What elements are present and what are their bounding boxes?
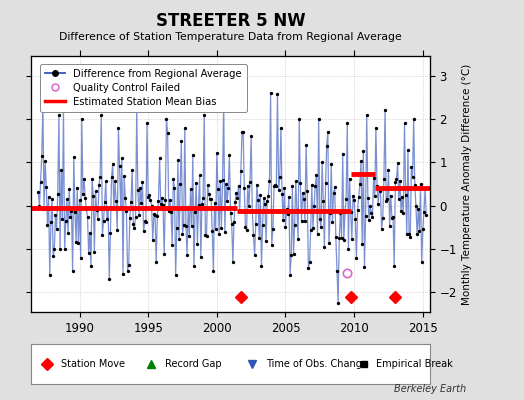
- Text: Empirical Break: Empirical Break: [376, 359, 453, 369]
- Text: Record Gap: Record Gap: [165, 359, 222, 369]
- Legend: Difference from Regional Average, Quality Control Failed, Estimated Station Mean: Difference from Regional Average, Qualit…: [40, 64, 247, 112]
- Text: Berkeley Earth: Berkeley Earth: [394, 384, 466, 394]
- Text: Station Move: Station Move: [61, 359, 125, 369]
- Y-axis label: Monthly Temperature Anomaly Difference (°C): Monthly Temperature Anomaly Difference (…: [462, 63, 472, 305]
- Text: Difference of Station Temperature Data from Regional Average: Difference of Station Temperature Data f…: [59, 32, 402, 42]
- Text: Time of Obs. Change: Time of Obs. Change: [266, 359, 368, 369]
- Text: STREETER 5 NW: STREETER 5 NW: [156, 12, 305, 30]
